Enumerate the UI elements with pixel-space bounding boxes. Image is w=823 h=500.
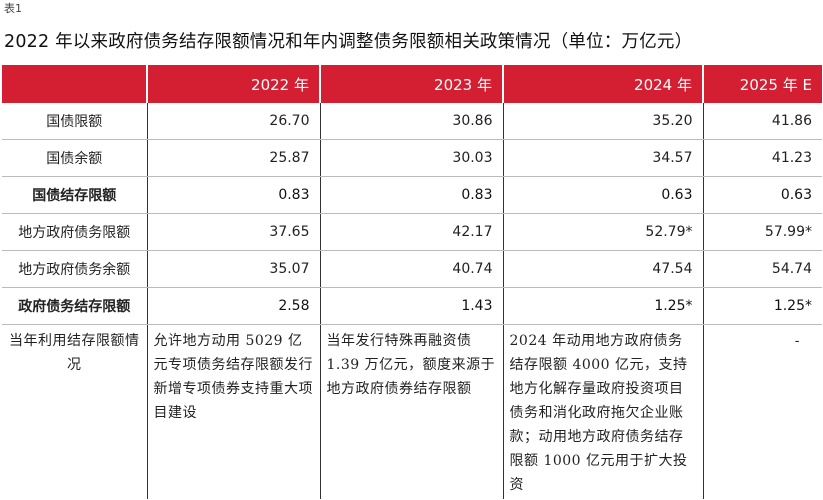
- cell-value: 1.43: [319, 287, 503, 325]
- header-cell-corner: [2, 65, 147, 103]
- header-cell-2023: 2023 年: [319, 65, 503, 103]
- cell-value: 2.58: [146, 287, 320, 325]
- cell-value: 35.20: [502, 103, 703, 140]
- row-label: 地方政府债务余额: [2, 250, 147, 288]
- table-caption: 表1: [4, 2, 22, 15]
- cell-value: 30.03: [319, 139, 503, 177]
- cell-value: 37.65: [146, 213, 320, 251]
- table-row: 国债限额 26.70 30.86 35.20 41.86: [2, 103, 822, 140]
- cell-value: 47.54: [502, 250, 703, 288]
- cell-value: 34.57: [502, 139, 703, 177]
- table-row: 政府债务结存限额 2.58 1.43 1.25* 1.25*: [2, 287, 822, 325]
- row-label: 国债限额: [2, 103, 147, 140]
- table-row: 地方政府债务余额 35.07 40.74 47.54 54.74: [2, 250, 822, 288]
- table-title: 2022 年以来政府债务结存限额情况和年内调整债务限额相关政策情况（单位：万亿元…: [4, 32, 693, 52]
- cell-value: 0.83: [146, 176, 320, 214]
- cell-value: 0.63: [702, 176, 822, 214]
- header-cell-2024: 2024 年: [502, 65, 703, 103]
- header-cell-2025e: 2025 年 E: [702, 65, 822, 103]
- cell-value: 26.70: [146, 103, 320, 140]
- cell-text: 2024 年动用地方政府债务结存限额 4000 亿元，支持地方化解存量政府投资项…: [502, 324, 703, 499]
- cell-value: 42.17: [319, 213, 503, 251]
- cell-text: -: [702, 324, 822, 499]
- cell-text: 允许地方动用 5029 亿元专项债务结存限额发行新增专项债券支持重大项目建设: [146, 324, 320, 499]
- row-label: 政府债务结存限额: [2, 287, 147, 325]
- cell-value: 30.86: [319, 103, 503, 140]
- cell-text: 当年发行特殊再融资债 1.39 万亿元，额度来源于地方政府债券结存限额: [319, 324, 503, 499]
- table-row: 国债余额 25.87 30.03 34.57 41.23: [2, 139, 822, 177]
- debt-limit-table: 2022 年 2023 年 2024 年 2025 年 E 国债限额 26.70…: [2, 65, 822, 499]
- cell-value: 1.25*: [502, 287, 703, 325]
- cell-value: 0.83: [319, 176, 503, 214]
- row-label: 当年利用结存限额情况: [9, 333, 140, 373]
- cell-value: 35.07: [146, 250, 320, 288]
- cell-value: 52.79*: [502, 213, 703, 251]
- cell-value: 54.74: [702, 250, 822, 288]
- table-row: 国债结存限额 0.83 0.83 0.63 0.63: [2, 176, 822, 214]
- row-label: 国债余额: [2, 139, 147, 177]
- cell-value: 0.63: [502, 176, 703, 214]
- cell-value: 57.99*: [702, 213, 822, 251]
- row-label: 地方政府债务限额: [2, 213, 147, 251]
- cell-value: 25.87: [146, 139, 320, 177]
- cell-value: 41.23: [702, 139, 822, 177]
- cell-value: 41.86: [702, 103, 822, 140]
- cell-value: 40.74: [319, 250, 503, 288]
- table-row: 当年利用结存限额情况 允许地方动用 5029 亿元专项债务结存限额发行新增专项债…: [2, 324, 822, 499]
- header-row: 2022 年 2023 年 2024 年 2025 年 E: [2, 65, 822, 103]
- header-cell-2022: 2022 年: [146, 65, 320, 103]
- table-row: 地方政府债务限额 37.65 42.17 52.79* 57.99*: [2, 213, 822, 251]
- cell-value: 1.25*: [702, 287, 822, 325]
- row-label: 国债结存限额: [2, 176, 147, 214]
